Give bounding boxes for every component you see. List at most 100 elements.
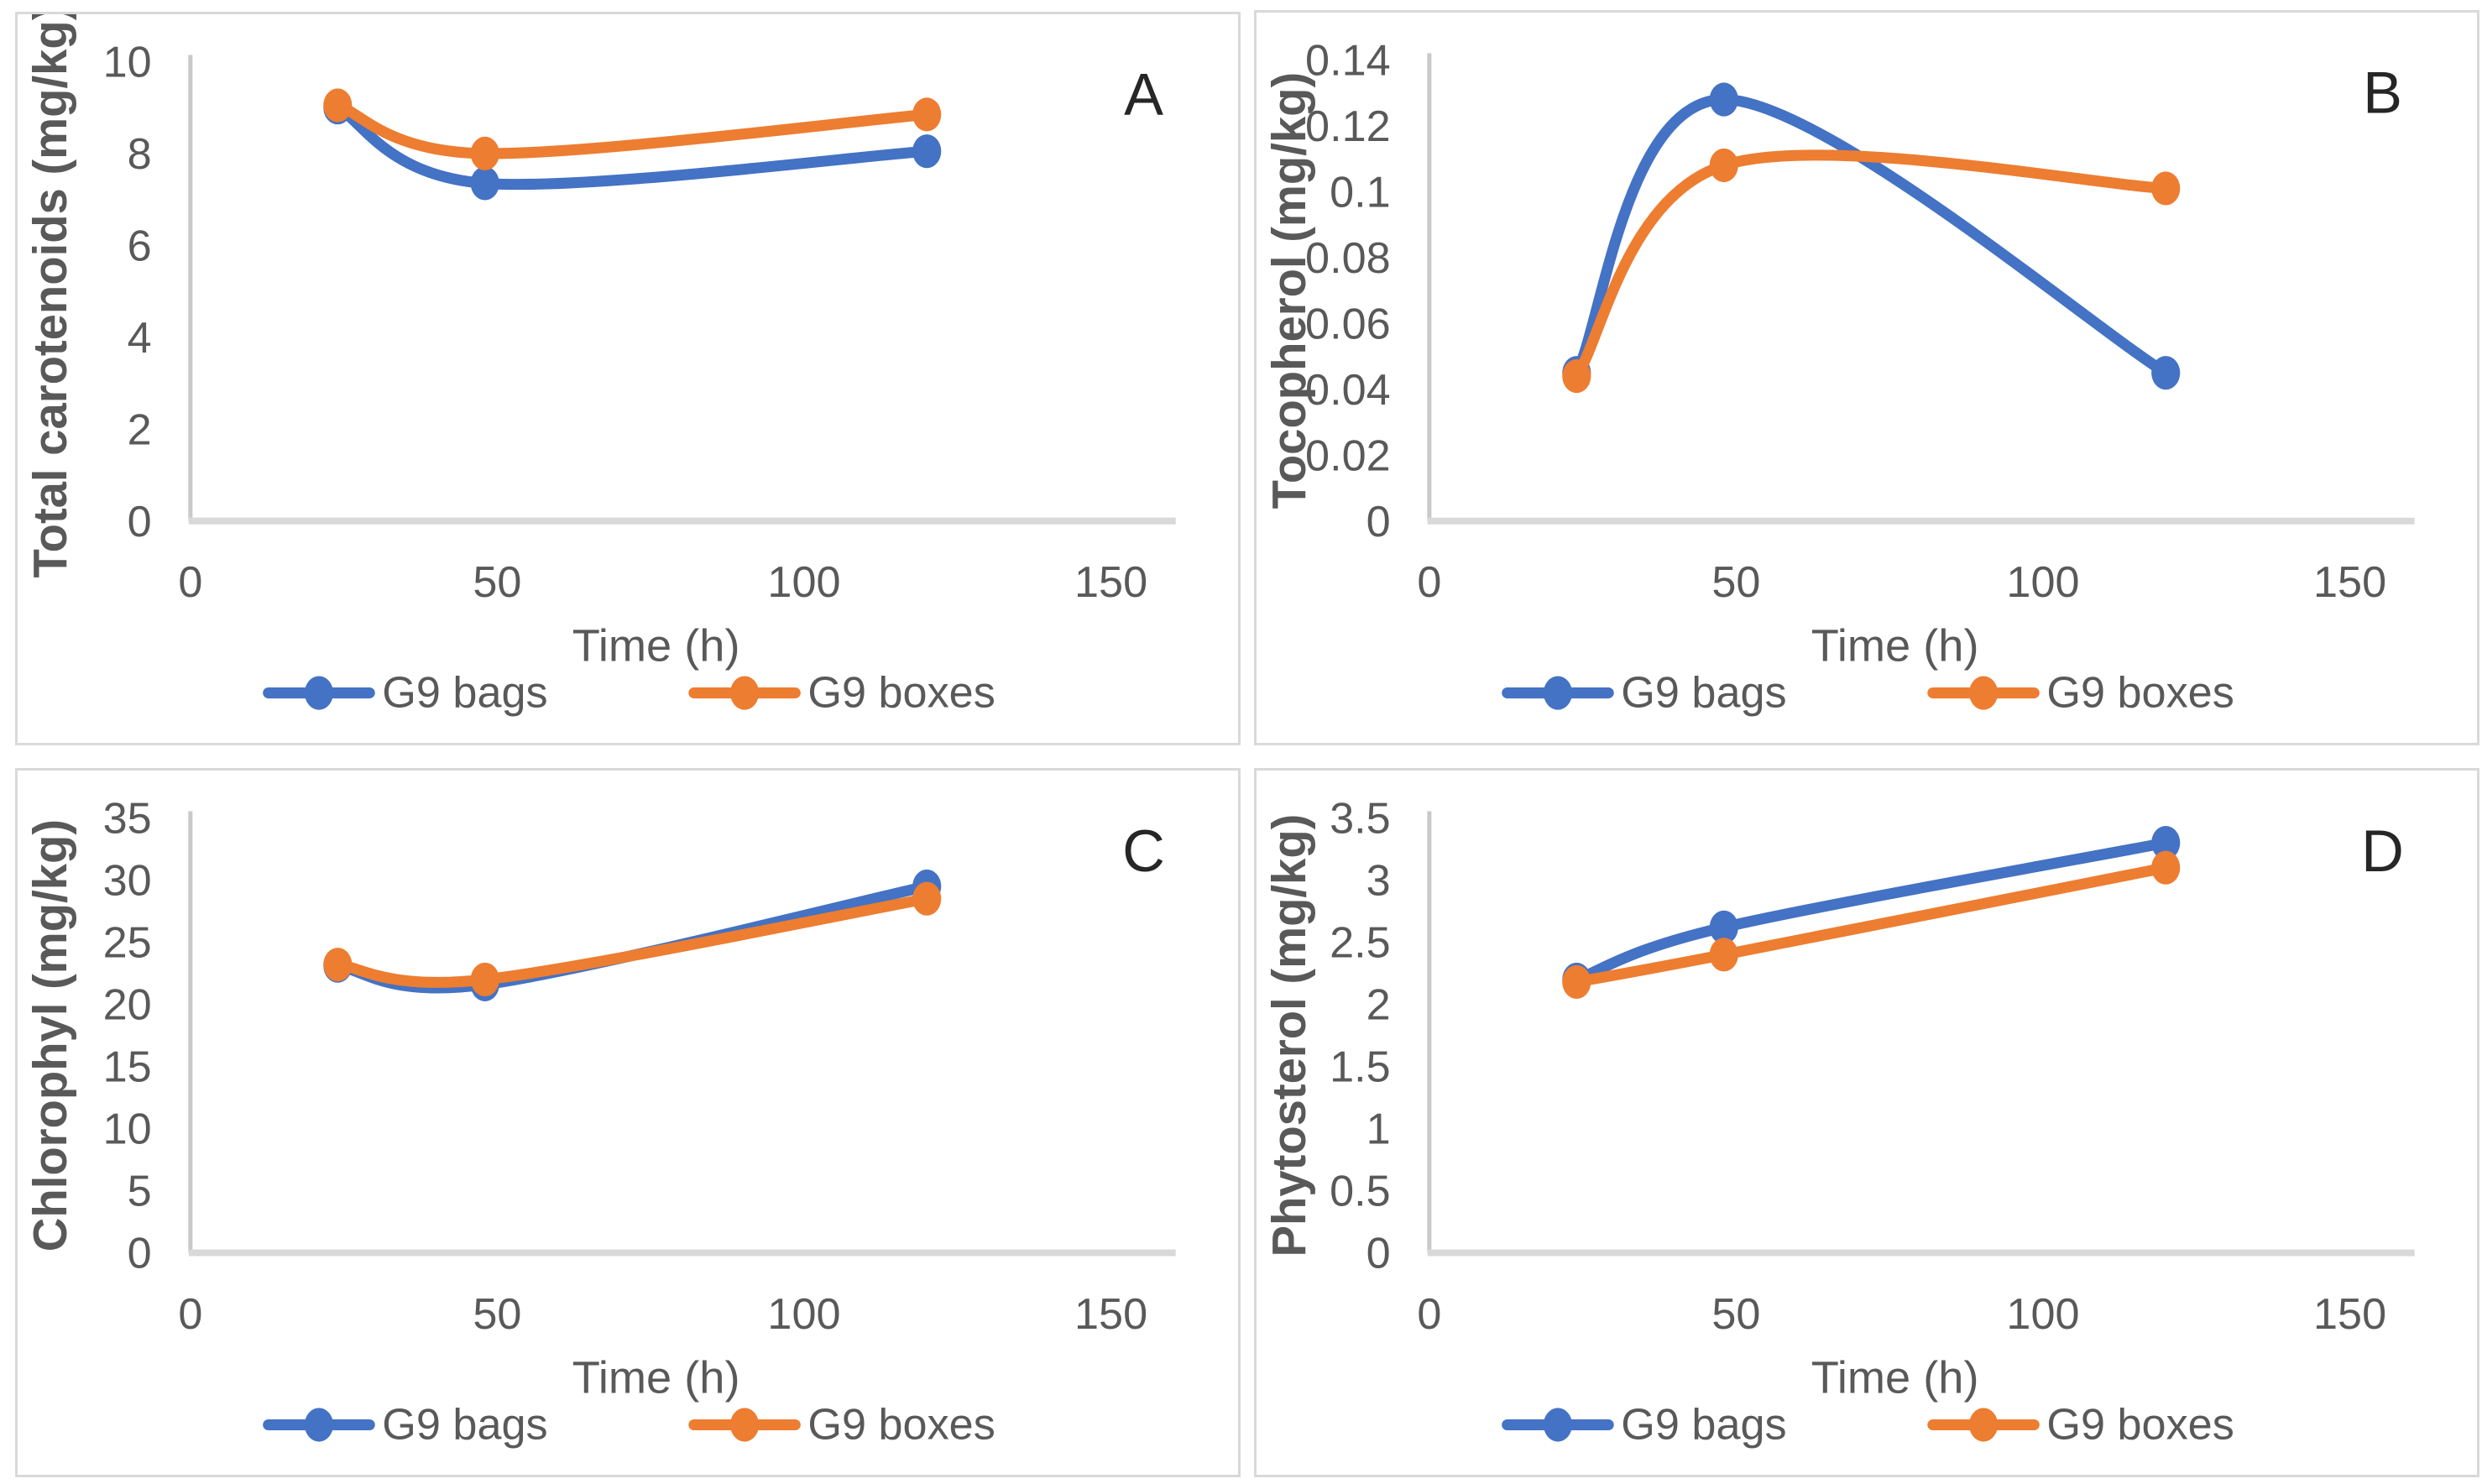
y-tick-label: 2 — [1366, 981, 1391, 1030]
x-tick-label: 50 — [473, 558, 521, 607]
chart-panel-c: 0 5 10 15 20 25 30 35 0 50 100 150 Chlorophyl (mg/kg… — [15, 768, 1241, 1477]
chart-svg-b: 0 0.02 0.04 0.06 0.08 0.1 0.12 0.14 0 50 100 150 Toc… — [1262, 37, 2415, 718]
y-axis-title: Phytosterol (mg/kg) — [1262, 814, 1315, 1257]
series-marker-g9-bags — [1709, 910, 1738, 944]
x-tick-label: 50 — [1711, 558, 1760, 607]
legend-g9-boxes: G9 boxes — [1927, 669, 2234, 718]
y-tick-label: 3 — [1366, 857, 1391, 906]
legend-marker-g9-bags — [304, 676, 334, 710]
y-tick-label: 0.02 — [1305, 431, 1391, 480]
panel-letter: B — [2363, 60, 2402, 126]
y-tick-label: 0.08 — [1305, 234, 1391, 283]
y-tick-label: 0.5 — [1330, 1168, 1391, 1216]
legend-g9-bags: G9 bags — [1502, 1401, 1787, 1450]
x-axis-title: Time (h) — [572, 1352, 740, 1403]
x-tick-label: 50 — [473, 1290, 521, 1339]
chart-svg-d: 0 0.5 1 1.5 2 2.5 3 3.5 0 50 100 150 Phytosterol (mg… — [1262, 795, 2415, 1450]
legend-label-g9-bags: G9 bags — [382, 1401, 547, 1450]
legend-g9-bags: G9 bags — [263, 1401, 548, 1450]
series-marker-g9-boxes — [323, 948, 353, 982]
y-tick-label: 25 — [103, 919, 152, 968]
y-tick-label: 1.5 — [1330, 1043, 1391, 1092]
chart-svg-c: 0 5 10 15 20 25 30 35 0 50 100 150 Chlorophyl (mg/kg… — [24, 795, 1176, 1450]
legend-g9-boxes: G9 boxes — [688, 1401, 995, 1450]
series-line-g9-boxes — [1570, 149, 2171, 382]
legend-marker-g9-bags — [1543, 1408, 1573, 1442]
legend-label-g9-boxes: G9 boxes — [807, 1401, 995, 1450]
legend-label-g9-bags: G9 bags — [382, 669, 547, 718]
y-tick-label: 0 — [128, 498, 152, 546]
series-line-g9-bags — [1570, 93, 2171, 379]
series-marker-g9-boxes — [2151, 850, 2181, 885]
x-tick-label: 150 — [2313, 558, 2386, 607]
y-tick-label: 0.1 — [1330, 168, 1391, 217]
series-marker-g9-boxes — [470, 136, 499, 170]
y-tick-label: 8 — [128, 130, 152, 179]
x-tick-label: 0 — [1417, 1290, 1441, 1339]
legend-g9-boxes: G9 boxes — [688, 669, 995, 718]
legend-marker-g9-bags — [304, 1408, 334, 1442]
y-tick-label: 0.12 — [1305, 102, 1391, 151]
y-tick-label: 10 — [103, 39, 152, 87]
x-tick-label: 100 — [767, 558, 840, 607]
chart-panel-d: 0 0.5 1 1.5 2 2.5 3 3.5 0 50 100 150 Phytosterol (mg… — [1254, 768, 2479, 1477]
y-tick-label: 1 — [1366, 1105, 1391, 1154]
legend-label-g9-bags: G9 bags — [1621, 1401, 1786, 1450]
x-tick-label: 100 — [767, 1290, 840, 1339]
chart-panel-a: 0 2 4 6 8 10 0 50 100 150 Total carotenoids (mg/kg… — [15, 12, 1241, 745]
y-axis-title: Chlorophyl (mg/kg) — [24, 819, 76, 1251]
y-tick-label: 0 — [1366, 498, 1391, 546]
y-tick-label: 0 — [128, 1230, 152, 1278]
y-axis-title: Tocopherol (mg/kg) — [1262, 72, 1315, 509]
y-tick-label: 2 — [128, 405, 152, 454]
legend-marker-g9-boxes — [730, 1408, 760, 1442]
x-tick-label: 100 — [2006, 1290, 2079, 1339]
x-tick-label: 150 — [1074, 1290, 1147, 1339]
legend-g9-boxes: G9 boxes — [1927, 1401, 2234, 1450]
y-tick-label: 35 — [103, 795, 152, 844]
panel-letter: C — [1122, 818, 1165, 884]
legend-g9-bags: G9 bags — [263, 669, 548, 718]
y-tick-label: 20 — [103, 981, 152, 1030]
series-marker-g9-bags — [2151, 356, 2181, 390]
series-line-g9-bags — [332, 880, 933, 994]
panel-letter: D — [2361, 818, 2404, 884]
series-line-g9-boxes — [332, 99, 933, 159]
panel-letter: A — [1124, 61, 1163, 128]
series-line-g9-bags — [332, 102, 933, 191]
y-tick-label: 0 — [1366, 1230, 1391, 1278]
x-axis-title: Time (h) — [1811, 620, 1979, 671]
series-marker-g9-boxes — [912, 97, 942, 132]
legend-label-g9-boxes: G9 boxes — [2046, 1401, 2234, 1450]
legend-marker-g9-boxes — [730, 676, 760, 710]
x-tick-label: 0 — [178, 558, 202, 607]
y-tick-label: 30 — [103, 857, 152, 906]
chart-panel-b: 0 0.02 0.04 0.06 0.08 0.1 0.12 0.14 0 50 100 150 Toc… — [1254, 10, 2479, 745]
series-marker-g9-bags — [470, 166, 499, 201]
series-marker-g9-bags — [1709, 82, 1738, 117]
series-marker-g9-boxes — [1562, 358, 1591, 394]
y-tick-label: 10 — [103, 1105, 152, 1154]
series-marker-g9-boxes — [1709, 148, 1738, 183]
x-tick-label: 150 — [2313, 1290, 2386, 1339]
series-marker-g9-bags — [2151, 826, 2181, 860]
y-tick-label: 2.5 — [1330, 919, 1391, 968]
x-tick-label: 50 — [1711, 1290, 1760, 1339]
legend-label-g9-boxes: G9 boxes — [2046, 669, 2234, 718]
x-tick-label: 0 — [1417, 558, 1441, 607]
legend-marker-g9-boxes — [1969, 676, 1999, 710]
series-marker-g9-boxes — [323, 88, 353, 123]
series-marker-g9-boxes — [1562, 964, 1591, 999]
legend-marker-g9-boxes — [1969, 1408, 1999, 1442]
x-tick-label: 100 — [2006, 558, 2079, 607]
y-tick-label: 0.06 — [1305, 300, 1391, 348]
series-marker-g9-boxes — [1709, 938, 1738, 972]
series-line-g9-boxes — [1570, 862, 2171, 988]
series-line-g9-bags — [1570, 837, 2171, 985]
y-axis-title: Total carotenoids (mg/kg) — [24, 14, 76, 578]
x-axis-title: Time (h) — [1811, 1352, 1979, 1403]
y-tick-label: 5 — [128, 1168, 152, 1216]
series-marker-g9-boxes — [470, 962, 499, 997]
y-tick-label: 6 — [128, 222, 152, 270]
